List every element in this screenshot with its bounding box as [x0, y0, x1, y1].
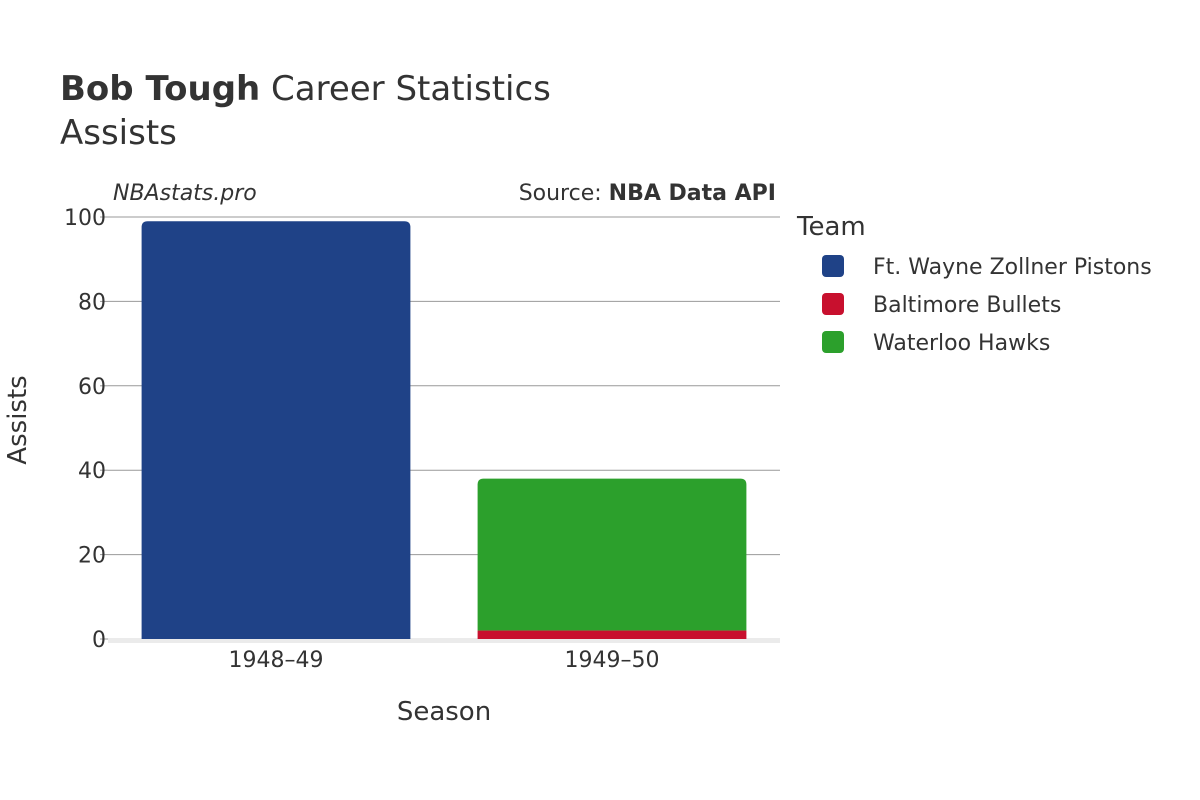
- y-axis: 0 20 40 60 80 100: [64, 206, 108, 653]
- chart-title: Bob Tough Career Statistics: [60, 69, 551, 109]
- legend-title: Team: [796, 212, 866, 242]
- legend-label: Ft. Wayne Zollner Pistons: [873, 255, 1152, 280]
- y-tick-label: 60: [78, 375, 106, 400]
- source-name: NBA Data API: [609, 181, 776, 206]
- legend-label: Waterloo Hawks: [873, 331, 1050, 356]
- watermark: NBAstats.pro: [113, 181, 257, 206]
- x-tick-label: 1949–50: [565, 648, 660, 673]
- bar-segment: [477, 630, 747, 639]
- legend-label: Baltimore Bullets: [873, 293, 1061, 318]
- legend-swatch: [822, 255, 844, 277]
- x-tick-label: 1948–49: [229, 648, 324, 673]
- legend: Ft. Wayne Zollner Pistons Baltimore Bulle…: [822, 255, 1152, 356]
- chart-title-rest: Career Statistics: [260, 69, 551, 109]
- bars: [141, 221, 747, 639]
- chart-subtitle: Assists: [60, 113, 177, 153]
- zero-baseline: [108, 638, 780, 643]
- source-prefix: Source:: [519, 181, 609, 206]
- x-axis-title: Season: [397, 697, 491, 727]
- y-tick-label: 80: [78, 290, 106, 315]
- y-axis-title: Assists: [3, 375, 33, 464]
- y-tick-label: 40: [78, 459, 106, 484]
- legend-swatch: [822, 331, 844, 353]
- x-axis: 1948–49 1949–50: [229, 648, 660, 673]
- legend-swatch: [822, 293, 844, 315]
- source-note: Source: NBA Data API: [519, 181, 776, 206]
- y-tick-label: 20: [78, 544, 106, 569]
- y-tick-label: 0: [92, 628, 106, 653]
- y-tick-label: 100: [64, 206, 106, 231]
- bar-segment: [477, 478, 747, 631]
- chart-title-player: Bob Tough: [60, 69, 260, 109]
- bar-segment: [141, 221, 411, 639]
